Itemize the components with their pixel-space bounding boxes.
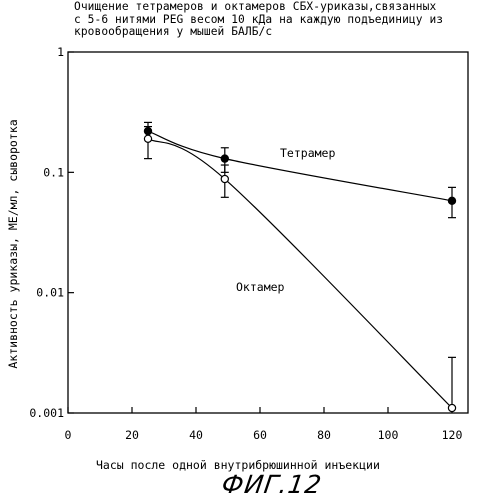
x-tick-label: 100 xyxy=(378,428,399,442)
chart-ticks: 0 20 40 60 80 100 120 1 0.1 0.01 0.001 xyxy=(29,45,462,442)
y-tick-label: 0.01 xyxy=(36,286,64,300)
chart-axes xyxy=(68,52,468,413)
y-axis-label: Активность уриказы, МЕ/мл, сыворотка xyxy=(6,119,20,368)
x-tick-label: 80 xyxy=(317,428,331,442)
data-point xyxy=(144,135,151,142)
x-tick-label: 20 xyxy=(125,428,139,442)
y-tick-label: 1 xyxy=(57,45,64,59)
series-label-tetramer: Тетрамер xyxy=(280,146,335,160)
y-tick-label: 0.1 xyxy=(43,165,64,179)
data-point xyxy=(448,197,455,204)
y-tick-label: 0.001 xyxy=(29,406,64,420)
x-tick-label: 0 xyxy=(65,428,72,442)
series-label-octamer: Октамер xyxy=(236,280,285,294)
series-octamer xyxy=(144,127,456,412)
x-tick-label: 120 xyxy=(442,428,463,442)
figure-caption: ФИГ.12 xyxy=(220,470,324,499)
x-tick-label: 60 xyxy=(253,428,267,442)
x-tick-label: 40 xyxy=(189,428,203,442)
data-point xyxy=(221,155,228,162)
data-point xyxy=(221,175,228,182)
series-line xyxy=(148,139,452,408)
data-point xyxy=(448,404,455,411)
chart-series-layer xyxy=(144,122,456,411)
series-line xyxy=(148,131,452,201)
series-tetramer xyxy=(144,122,456,217)
plot-frame xyxy=(68,52,468,413)
